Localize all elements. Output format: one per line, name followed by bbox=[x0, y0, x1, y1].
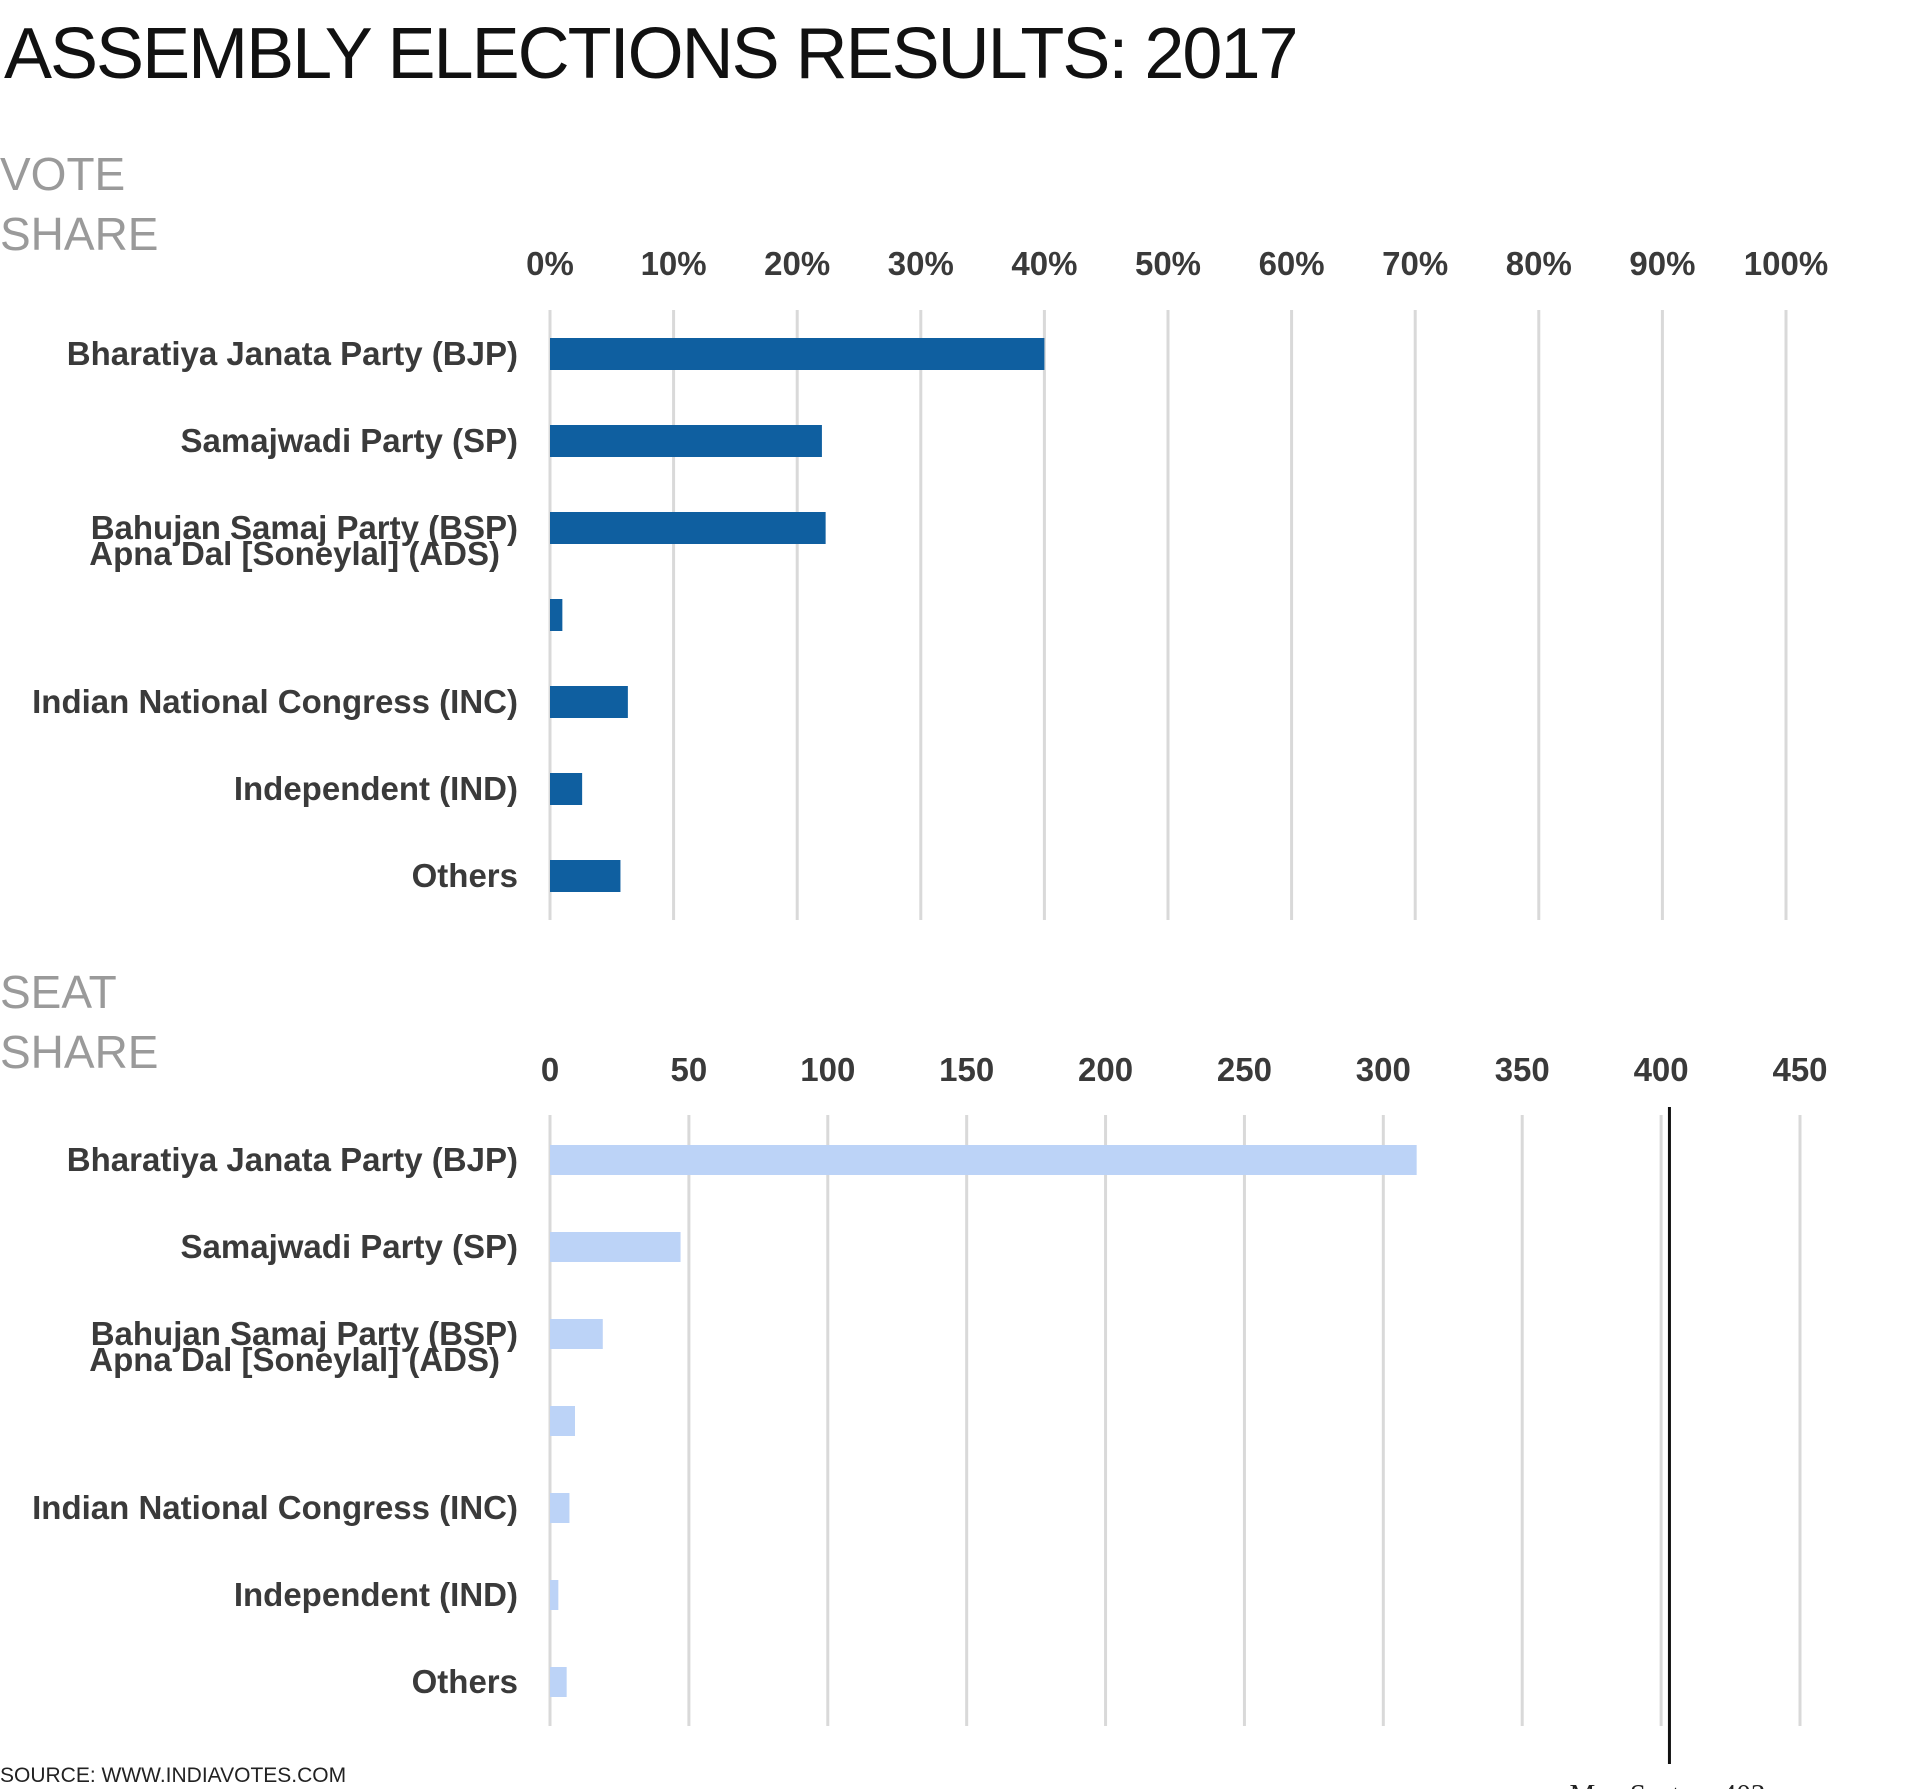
seat-category-label: Samajwadi Party (SP) bbox=[181, 1228, 518, 1265]
vote-bars bbox=[550, 338, 1045, 892]
vote-category-label: Samajwadi Party (SP) bbox=[181, 422, 518, 459]
vote-tick-label: 10% bbox=[641, 245, 707, 282]
seat-bar bbox=[550, 1232, 681, 1262]
seat-tick-label: 250 bbox=[1217, 1051, 1272, 1088]
seat-bar bbox=[550, 1145, 1417, 1175]
seat-tick-label: 50 bbox=[671, 1051, 708, 1088]
vote-category-label: Apna Dal [Soneylal] (ADS) bbox=[89, 535, 500, 572]
seat-bar bbox=[550, 1580, 559, 1610]
seat-tick-label: 450 bbox=[1772, 1051, 1827, 1088]
seat-bar bbox=[550, 1319, 603, 1349]
seat-category-label: Indian National Congress (INC) bbox=[32, 1489, 518, 1526]
seat-category-label: Apna Dal [Soneylal] (ADS) bbox=[89, 1341, 500, 1378]
seat-category-label: Independent (IND) bbox=[234, 1576, 518, 1613]
chart-title: ASSEMBLY ELECTIONS RESULTS: 2017 bbox=[4, 14, 1297, 94]
seat-gridlines bbox=[548, 1115, 1802, 1726]
vote-share-heading-line-2: SHARE bbox=[0, 208, 158, 260]
source-note: SOURCE: WWW.INDIAVOTES.COM bbox=[0, 1764, 346, 1787]
seat-bar bbox=[550, 1493, 570, 1523]
vote-category-label: Bharatiya Janata Party (BJP) bbox=[67, 335, 518, 372]
vote-bar bbox=[550, 686, 628, 718]
seat-share-heading-line-1: SEAT bbox=[0, 966, 117, 1018]
vote-tick-label: 0% bbox=[526, 245, 574, 282]
vote-category-labels: Bharatiya Janata Party (BJP) Samajwadi Pa… bbox=[32, 335, 518, 894]
vote-bar bbox=[550, 860, 621, 892]
vote-tick-labels: 0% 10% 20% 30% 40% 50% 60% 70% 80% 90% 100% bbox=[526, 245, 1828, 282]
vote-category-label: Indian National Congress (INC) bbox=[32, 683, 518, 720]
seat-bar bbox=[550, 1406, 575, 1436]
vote-bar bbox=[550, 512, 826, 544]
seat-tick-label: 200 bbox=[1078, 1051, 1133, 1088]
vote-tick-label: 50% bbox=[1135, 245, 1201, 282]
seat-tick-label: 300 bbox=[1356, 1051, 1411, 1088]
vote-bar bbox=[550, 773, 583, 805]
seat-share-chart: SEAT SHARE 0 50 100 150 200 250 300 350 400 450 B… bbox=[0, 966, 1828, 1789]
vote-share-chart: VOTE SHARE 0% 10% 20% 30% 40% 50% 60% 70% 80% 90%… bbox=[0, 148, 1828, 920]
vote-tick-label: 30% bbox=[888, 245, 954, 282]
seat-bar bbox=[550, 1667, 567, 1697]
vote-category-label: Others bbox=[412, 857, 518, 894]
vote-bar bbox=[550, 338, 1045, 370]
seat-tick-label: 100 bbox=[800, 1051, 855, 1088]
vote-tick-label: 80% bbox=[1506, 245, 1572, 282]
seat-tick-labels: 0 50 100 150 200 250 300 350 400 450 bbox=[541, 1051, 1828, 1088]
max-seats-label: Max Seats = 403 bbox=[1569, 1779, 1765, 1789]
seat-category-label: Bharatiya Janata Party (BJP) bbox=[67, 1141, 518, 1178]
vote-tick-label: 20% bbox=[764, 245, 830, 282]
vote-bar bbox=[550, 425, 822, 457]
seat-tick-label: 0 bbox=[541, 1051, 559, 1088]
seat-category-labels: Bharatiya Janata Party (BJP) Samajwadi Pa… bbox=[32, 1141, 518, 1700]
seat-category-label: Bahujan Samaj Party (BSP) bbox=[91, 1315, 518, 1352]
seat-bars bbox=[550, 1145, 1417, 1697]
vote-tick-label: 100% bbox=[1744, 245, 1828, 282]
seat-tick-label: 400 bbox=[1634, 1051, 1689, 1088]
vote-tick-label: 70% bbox=[1382, 245, 1448, 282]
seat-tick-label: 350 bbox=[1495, 1051, 1550, 1088]
vote-bar bbox=[550, 599, 563, 631]
vote-share-heading-line-1: VOTE bbox=[0, 148, 125, 200]
vote-tick-label: 60% bbox=[1259, 245, 1325, 282]
seat-tick-label: 150 bbox=[939, 1051, 994, 1088]
vote-tick-label: 90% bbox=[1629, 245, 1695, 282]
seat-share-heading-line-2: SHARE bbox=[0, 1026, 158, 1078]
vote-category-label: Bahujan Samaj Party (BSP) bbox=[91, 509, 518, 546]
vote-category-label: Independent (IND) bbox=[234, 770, 518, 807]
vote-gridlines bbox=[548, 310, 1788, 920]
seat-category-label: Others bbox=[412, 1663, 518, 1700]
vote-tick-label: 40% bbox=[1011, 245, 1077, 282]
